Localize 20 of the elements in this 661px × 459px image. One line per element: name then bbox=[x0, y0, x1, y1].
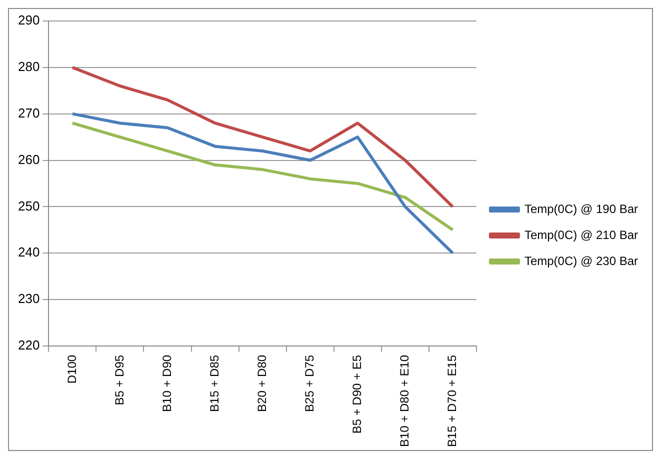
legend-label: Temp(0C) @ 230 Bar bbox=[524, 254, 638, 268]
y-tick-label: 250 bbox=[18, 198, 40, 214]
legend-label: Temp(0C) @ 190 Bar bbox=[524, 202, 638, 216]
y-tick-label: 290 bbox=[18, 12, 40, 28]
x-tick-label: B5 + D95 bbox=[112, 354, 126, 406]
x-tick-label: B20 + D80 bbox=[254, 354, 269, 412]
x-tick-label: D100 bbox=[64, 354, 79, 384]
x-tick-label: B5 + D90 + E5 bbox=[350, 354, 364, 434]
x-tick-label: B10 + D80 + E10 bbox=[397, 354, 412, 448]
y-tick-label: 280 bbox=[18, 58, 40, 74]
y-tick-label: 240 bbox=[18, 244, 40, 260]
x-tick-label: B25 + D75 bbox=[302, 354, 316, 412]
x-tick-label: B15 + D85 bbox=[207, 354, 222, 412]
y-tick-label: 260 bbox=[18, 152, 40, 167]
x-tick-label: B15 + D70 + E15 bbox=[444, 354, 459, 448]
y-tick-label: 230 bbox=[18, 291, 40, 306]
y-tick-label: 270 bbox=[18, 105, 40, 120]
legend-label: Temp(0C) @ 210 Bar bbox=[524, 228, 638, 242]
x-tick-label: B10 + D90 bbox=[160, 354, 174, 412]
y-tick-label: 220 bbox=[18, 338, 40, 353]
